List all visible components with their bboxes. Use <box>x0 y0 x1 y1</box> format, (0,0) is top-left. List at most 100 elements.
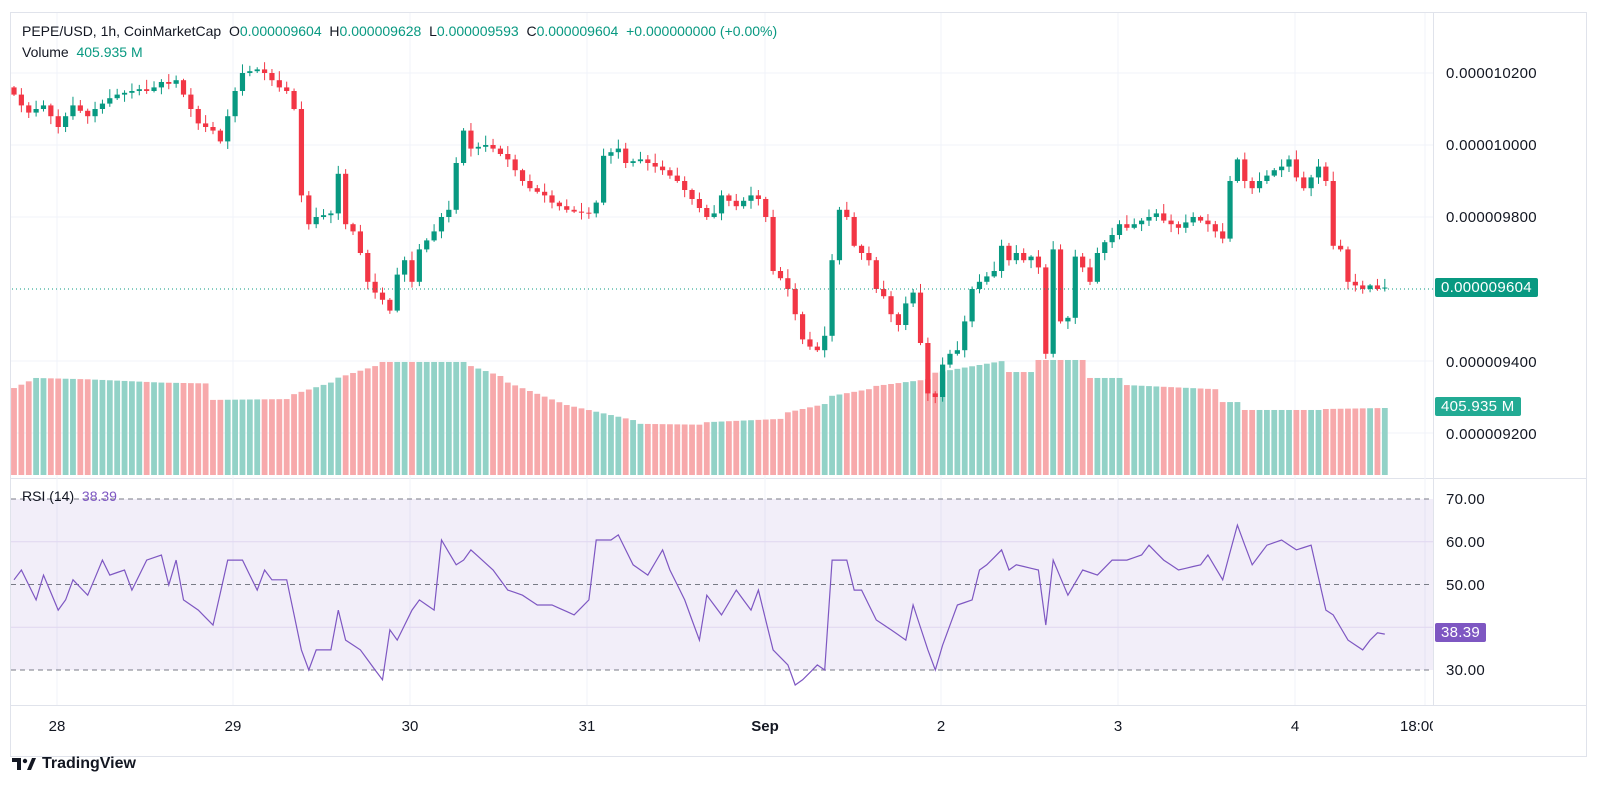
candle-body <box>674 175 680 181</box>
rsi-label[interactable]: RSI (14) <box>22 488 75 504</box>
candle <box>92 101 98 123</box>
tradingview-brand[interactable]: TradingView <box>12 755 136 773</box>
candle <box>1374 278 1381 291</box>
candle-body <box>357 231 363 253</box>
candle-body <box>129 91 135 93</box>
candle-body <box>1021 253 1027 261</box>
candle-body <box>1035 256 1042 268</box>
candle <box>1338 239 1344 252</box>
candle <box>291 88 297 111</box>
candle <box>755 190 761 206</box>
time-tick: 28 <box>48 718 66 735</box>
candle-body <box>858 245 865 253</box>
candle-body <box>748 195 754 201</box>
candle-body <box>1338 245 1344 250</box>
candle <box>26 102 32 118</box>
candle-body <box>984 276 990 282</box>
volume-bar <box>556 402 563 475</box>
volume-bar <box>1050 359 1057 475</box>
candle <box>269 69 275 86</box>
candle <box>114 88 120 100</box>
time-tick: 2 <box>936 718 946 735</box>
candle-body <box>210 127 216 131</box>
candle <box>166 74 172 90</box>
volume-bar <box>519 388 526 475</box>
candle <box>969 286 975 328</box>
candle <box>350 222 356 235</box>
candle <box>763 196 769 223</box>
candle-body <box>151 87 157 91</box>
volume-bar <box>328 382 334 475</box>
volume-bar <box>1278 409 1285 475</box>
volume-bar <box>239 399 246 475</box>
candle <box>799 311 806 345</box>
volume-bar <box>1227 402 1233 475</box>
candle-body <box>291 91 297 109</box>
volume-bar <box>224 399 231 475</box>
candle <box>1131 218 1137 230</box>
candle-body <box>1279 166 1285 171</box>
candle-body <box>416 249 422 282</box>
volume-bar <box>490 373 496 475</box>
candle-body <box>1065 317 1071 322</box>
candle <box>1080 253 1086 273</box>
volume-bar <box>409 361 415 475</box>
candle-body <box>460 130 467 163</box>
candle <box>48 103 54 125</box>
volume-bar <box>549 399 555 475</box>
candle-body <box>969 289 975 322</box>
volume-bar <box>291 394 297 475</box>
volume-bar <box>298 391 305 475</box>
volume-bar <box>217 399 224 475</box>
candle <box>1153 209 1159 221</box>
candle <box>652 153 658 173</box>
candle-body <box>910 292 916 304</box>
volume-bar <box>1300 409 1307 475</box>
volume-bar <box>342 375 349 475</box>
time-tick: 29 <box>224 718 242 735</box>
candle <box>866 246 872 266</box>
candle-body <box>866 253 872 261</box>
candle-body <box>601 155 607 203</box>
candle <box>107 89 113 107</box>
candle <box>475 142 481 156</box>
volume-bar <box>84 379 91 475</box>
candle <box>343 169 349 230</box>
candle <box>1301 171 1307 191</box>
candle-body <box>542 191 548 196</box>
candle-body <box>645 159 651 163</box>
tradingview-label: TradingView <box>42 755 136 772</box>
volume-bar <box>888 384 894 475</box>
volume-bar <box>1131 385 1138 475</box>
candle-body <box>637 159 644 162</box>
candle <box>203 115 209 133</box>
candle <box>615 139 621 159</box>
time-tick: 31 <box>578 718 596 735</box>
volume-bar <box>703 422 710 475</box>
candle-body <box>682 181 688 190</box>
volume-bar <box>11 388 17 475</box>
candle <box>1308 174 1314 197</box>
candle <box>232 87 238 123</box>
candle <box>387 298 393 314</box>
candle <box>1043 264 1049 359</box>
volume-bar <box>114 380 121 475</box>
candle-body <box>298 109 305 196</box>
symbol-title[interactable]: PEPE/USD, 1h, CoinMarketCap <box>22 23 222 39</box>
candle-body <box>402 260 408 275</box>
candle <box>195 105 201 130</box>
volume-bar <box>445 361 452 475</box>
candle-body <box>180 80 187 95</box>
candle-body <box>704 208 710 217</box>
candle-body <box>276 80 282 88</box>
volume-bar <box>460 361 467 475</box>
volume-bar <box>1020 372 1027 475</box>
volume-bar <box>475 368 482 475</box>
volume-label[interactable]: Volume <box>22 44 69 60</box>
candle <box>858 244 865 260</box>
candle-body <box>564 206 570 210</box>
candle <box>630 158 636 167</box>
candle <box>136 84 142 96</box>
volume-bar <box>1035 359 1042 475</box>
